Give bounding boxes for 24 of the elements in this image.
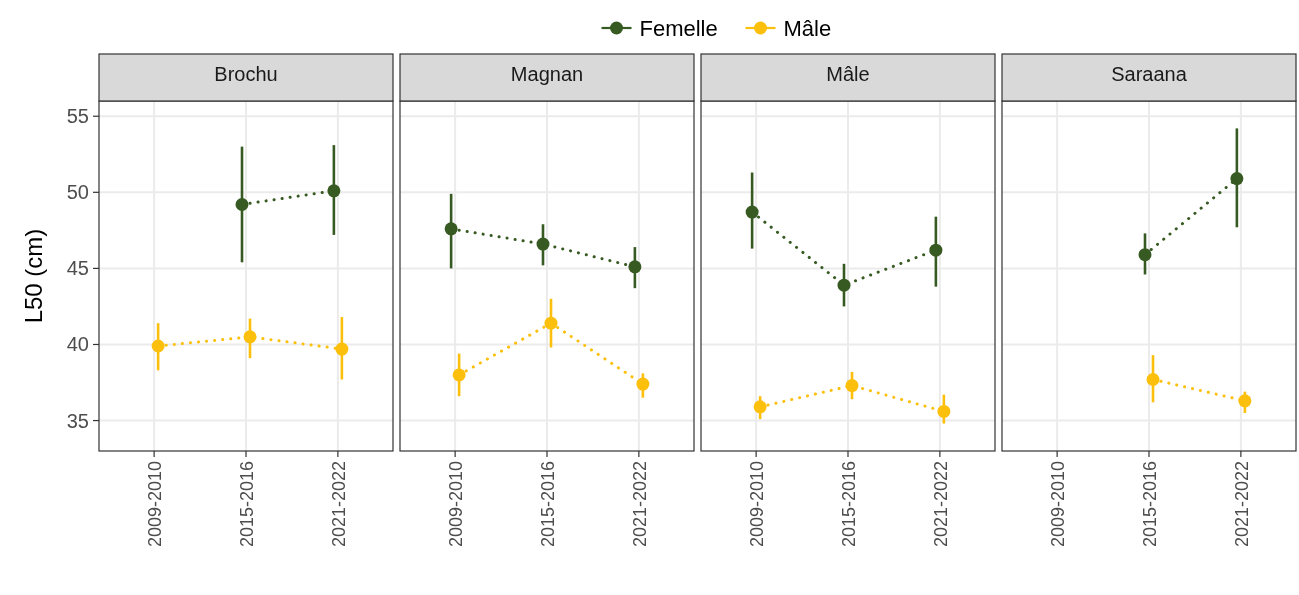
chart-title: Mâle — [826, 63, 870, 85]
y-tick-label: 40 — [66, 333, 89, 356]
chart-title: Brochu — [214, 63, 278, 85]
y-tick-label: 35 — [66, 409, 89, 432]
chart-title: Magnan — [510, 63, 584, 85]
x-tick-label: 2015-2016 — [237, 461, 257, 548]
x-tick-label: 2021-2022 — [930, 461, 951, 548]
x-tick-label: 2021-2022 — [629, 461, 650, 548]
legend-label: Femelle — [639, 16, 718, 41]
x-tick-label: 2009-2010 — [747, 461, 768, 548]
x-tick-label: 2021-2022 — [328, 461, 349, 548]
y-axis-title: L50 (cm) — [20, 228, 47, 324]
y-tick-label: 50 — [66, 181, 89, 204]
legend-label: Mâle — [783, 16, 832, 41]
x-tick-label: 2021-2022 — [1231, 461, 1252, 548]
y-tick-label: 55 — [66, 105, 89, 128]
y-tick-label: 45 — [66, 257, 89, 280]
chart-title: Saraana — [1111, 63, 1188, 85]
x-tick-label: 2009-2010 — [145, 461, 166, 548]
x-tick-label: 2015-2016 — [1140, 461, 1160, 548]
x-tick-label: 2009-2010 — [446, 461, 467, 548]
x-tick-label: 2015-2016 — [538, 461, 558, 548]
x-tick-label: 2009-2010 — [1048, 461, 1069, 548]
x-tick-label: 2015-2016 — [839, 461, 859, 548]
